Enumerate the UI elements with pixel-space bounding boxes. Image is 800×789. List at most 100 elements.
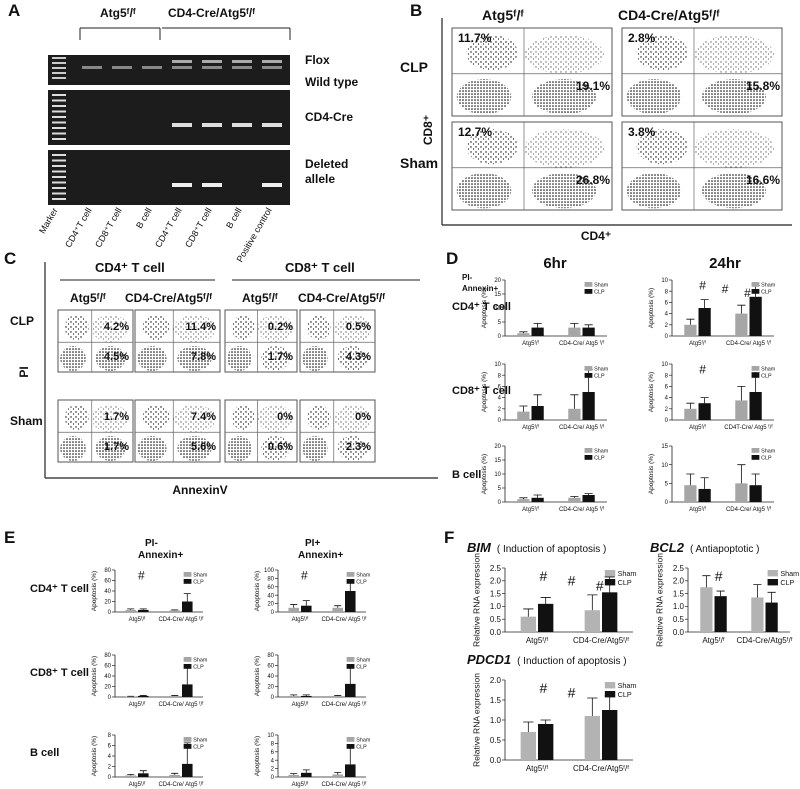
marker-band <box>52 62 66 64</box>
error-bar <box>519 331 528 334</box>
x-tick-label: Atg5ᶠ/ᶠ <box>689 340 706 347</box>
column-label: CD4-Cre/Atg5ᶠ/ᶠ <box>125 291 212 305</box>
error-bar <box>127 608 135 610</box>
y-tick-label: 8 <box>108 733 112 739</box>
x-tick-label: CD4-Cre/Atg5ᶠ/ᶠ <box>573 764 629 773</box>
legend-label: Sham <box>761 449 776 455</box>
cell-cluster <box>626 79 682 115</box>
column-label: 6hr <box>543 255 567 272</box>
quadrant-value: 4.3% <box>346 351 371 363</box>
subtitle: ( Induction of apoptosis ) <box>517 656 627 667</box>
chart-title: PDCD1 ( Induction of apoptosis ) <box>467 652 627 667</box>
y-tick-label: 0 <box>665 334 669 340</box>
y-tick-label: 0 <box>271 610 275 616</box>
error-bar <box>290 694 298 696</box>
bar <box>288 695 299 697</box>
x-tick-label: Atg5ᶠ/ᶠ <box>292 701 309 708</box>
cell-cluster <box>306 314 331 340</box>
band-label: Deleted <box>305 157 348 171</box>
marker-band <box>52 181 66 184</box>
column-label: Atg5ᶠ/ᶠ <box>482 7 524 23</box>
title: BIM <box>467 540 492 555</box>
row-label: CD4⁺ T cell <box>452 301 511 313</box>
cell-cluster <box>173 404 216 433</box>
band <box>262 183 282 187</box>
cell-cluster <box>302 435 328 461</box>
legend-label: Sham <box>761 367 776 373</box>
band <box>202 66 222 69</box>
y-axis-label: Relative RNA expression <box>471 673 481 767</box>
marker-band <box>52 170 66 173</box>
legend-swatch <box>767 570 778 577</box>
bar <box>301 605 312 612</box>
legend-swatch <box>346 664 355 669</box>
cell-cluster <box>466 129 518 165</box>
bar <box>735 313 748 336</box>
bar <box>332 607 343 612</box>
y-tick-label: 10 <box>494 472 501 478</box>
bar <box>531 327 544 336</box>
y-tick-label: 80 <box>104 568 111 574</box>
annotation: # <box>722 282 729 296</box>
row-label: B cell <box>452 469 481 481</box>
bar <box>345 683 356 697</box>
chart-title: BCL2 ( Antiapoptotic ) <box>650 540 759 555</box>
band <box>262 60 282 63</box>
y-tick-label: 5 <box>498 320 502 326</box>
x-tick-label: Atg5ᶠ/ᶠ <box>522 340 539 347</box>
y-tick-label: 6 <box>665 301 669 307</box>
band <box>172 183 192 187</box>
bar <box>568 327 581 336</box>
bar <box>125 696 136 697</box>
x-tick-label: CD4-Cre/ Atg5 ᶠ/ᶠ <box>158 701 204 708</box>
cell-cluster <box>60 435 86 461</box>
column-label: Annexin+ <box>298 550 343 561</box>
x-tick-label: CD4-Cre/ Atg5 ᶠ/ᶠ <box>559 506 605 513</box>
cell-cluster <box>173 314 216 343</box>
y-tick-label: 0 <box>271 695 275 701</box>
column-label: PI- <box>145 538 158 549</box>
band <box>172 60 192 63</box>
marker-band <box>52 198 66 200</box>
title: PDCD1 <box>467 652 511 667</box>
band-label: CD4-Cre <box>305 110 353 124</box>
error-bar <box>533 494 542 498</box>
legend-label: CLP <box>761 456 772 462</box>
legend-label: Sham <box>594 449 609 455</box>
bar <box>735 483 748 502</box>
legend-label: Sham <box>356 573 371 579</box>
y-tick-label: 40 <box>104 674 111 680</box>
y-axis-label: Apoptosis (%) <box>91 571 98 611</box>
error-bar <box>523 608 534 617</box>
bar <box>698 403 711 420</box>
x-tick-label: Atg5ᶠ/ᶠ <box>129 616 146 623</box>
quadrant-value: 0.5% <box>346 321 371 333</box>
cell-cluster <box>532 173 596 209</box>
y-tick-label: 2 <box>271 767 275 773</box>
annotation: # <box>715 568 723 584</box>
cell-cluster <box>702 79 766 115</box>
legend-swatch <box>346 579 355 584</box>
row-label: CLP <box>10 314 34 328</box>
y-tick-label: 2.0 <box>673 577 685 586</box>
y-tick-label: 0 <box>108 695 112 701</box>
bar <box>169 610 180 612</box>
lane-label: CD8⁺T cell <box>93 206 124 249</box>
marker-band <box>52 77 66 79</box>
y-tick-label: 80 <box>267 653 274 659</box>
legend-swatch <box>183 744 192 749</box>
legend-swatch <box>346 572 355 577</box>
bar <box>517 499 530 502</box>
y-tick-label: 60 <box>267 664 274 670</box>
y-tick-label: 0.0 <box>490 628 502 637</box>
cell-cluster <box>524 35 604 74</box>
legend-label: Sham <box>594 367 609 373</box>
error-bar <box>737 386 746 401</box>
error-bar <box>700 477 709 489</box>
band <box>202 183 222 187</box>
quadrant-value: 1.7% <box>104 411 129 423</box>
x-tick-label: CD4-Cre/ Atg5 ᶠ/ᶠ <box>321 616 367 623</box>
y-axis-label: Apoptosis (%) <box>254 571 261 611</box>
marker-band <box>52 110 66 113</box>
